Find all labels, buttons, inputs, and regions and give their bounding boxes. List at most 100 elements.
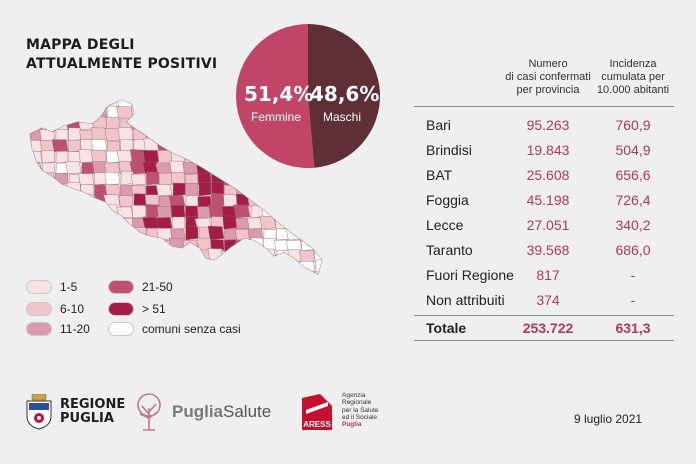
- municipality-cell: [38, 217, 56, 230]
- municipality-cell: [55, 173, 69, 186]
- municipality-cell: [233, 160, 251, 175]
- header-line: cumulata per: [601, 71, 665, 83]
- pie-slice-male: [308, 24, 380, 168]
- municipality-cell: [184, 100, 199, 109]
- municipality-cell: [51, 100, 69, 109]
- municipality-cell: [262, 261, 277, 274]
- municipality-cell: [68, 107, 82, 120]
- puglia-region-map: [22, 88, 340, 278]
- municipality-cell: [273, 171, 290, 186]
- municipality-cell: [119, 218, 134, 230]
- municipality-cell: [30, 127, 43, 142]
- municipality-cell: [168, 195, 186, 208]
- aress-line: per la Salute: [342, 406, 379, 414]
- municipality-cell: [246, 193, 264, 208]
- salute-word: Salute: [223, 402, 272, 421]
- municipality-cell: [233, 204, 251, 219]
- municipality-cell: [172, 182, 186, 197]
- municipality-cell: [55, 129, 69, 142]
- municipality-cell: [93, 272, 108, 274]
- municipality-cell: [172, 105, 186, 120]
- municipality-cell: [237, 129, 251, 142]
- municipality-cell: [66, 194, 82, 208]
- municipality-cell: [302, 140, 316, 153]
- municipality-cell: [315, 161, 322, 175]
- municipality-cell: [30, 173, 43, 186]
- municipality-cell: [222, 172, 238, 186]
- municipality-cell: [301, 150, 316, 164]
- municipality-cell: [209, 116, 225, 131]
- female-percentage: 51,4%: [244, 82, 314, 106]
- total-cases: 253.722: [522, 320, 574, 336]
- municipality-cell: [196, 149, 212, 164]
- header-line: 10.000 abitanti: [596, 84, 670, 96]
- municipality-cell: [94, 261, 108, 274]
- municipality-cell: [248, 104, 264, 120]
- municipality-cell: [198, 260, 212, 274]
- municipality-cell: [66, 251, 82, 263]
- legend-swatch: [108, 322, 134, 336]
- regione-puglia-text: REGIONE PUGLIA: [60, 398, 125, 426]
- municipality-cell: [247, 171, 264, 186]
- municipality-cell: [313, 100, 322, 109]
- municipality-cell: [299, 270, 316, 274]
- municipality-cell: [30, 272, 43, 274]
- municipality-cell: [105, 117, 121, 131]
- province-incidence: 656,6: [615, 167, 651, 183]
- municipality-cell: [235, 150, 251, 164]
- municipality-cell: [133, 193, 147, 208]
- municipality-cell: [313, 150, 322, 164]
- column-header-incidence: Incidenza cumulata per 10.000 abitanti: [592, 58, 674, 97]
- municipality-cell: [207, 100, 225, 109]
- municipality-cell: [209, 127, 225, 142]
- province-name: BAT: [426, 167, 453, 183]
- municipality-cell: [78, 173, 95, 186]
- municipality-cell: [220, 250, 238, 263]
- municipality-cell: [288, 270, 303, 274]
- municipality-cell: [185, 272, 199, 274]
- legend-label: 11-20: [60, 322, 90, 336]
- province-name: Non attribuiti: [426, 292, 505, 308]
- province-incidence: -: [630, 267, 636, 283]
- province-incidence: 726,4: [615, 192, 651, 208]
- municipality-cell: [259, 248, 277, 263]
- municipality-cell: [313, 226, 322, 241]
- municipality-cell: [246, 259, 264, 274]
- municipality-cell: [172, 100, 186, 109]
- municipality-cell: [210, 138, 225, 153]
- municipality-cell: [276, 205, 290, 219]
- municipality-cell: [260, 161, 277, 175]
- municipality-cell: [286, 171, 303, 186]
- municipality-cell: [286, 148, 303, 164]
- municipality-cell: [299, 250, 316, 263]
- municipality-cell: [156, 270, 173, 274]
- municipality-cell: [30, 151, 43, 164]
- province-cases: 374: [536, 292, 560, 308]
- municipality-cell: [77, 226, 95, 241]
- municipality-cell: [91, 100, 108, 109]
- municipality-cell: [65, 161, 82, 175]
- municipality-cell: [314, 206, 322, 219]
- municipality-cell: [259, 215, 277, 230]
- municipality-cell: [211, 105, 225, 120]
- province-name: Brindisi: [426, 142, 472, 158]
- table-row: Foggia 45.198 726,4: [414, 188, 674, 213]
- municipality-cell: [285, 183, 303, 197]
- municipality-cell: [40, 261, 56, 274]
- table-row: Lecce 27.051 340,2: [414, 213, 674, 238]
- municipality-cell: [272, 261, 290, 274]
- municipality-cell: [223, 139, 238, 153]
- municipality-cell: [315, 239, 322, 252]
- province-name: Bari: [426, 117, 451, 133]
- legend-label: > 51: [142, 302, 166, 316]
- municipality-cell: [198, 182, 212, 197]
- municipality-cell: [51, 249, 69, 263]
- tree-icon: [137, 393, 161, 431]
- municipality-cell: [237, 272, 251, 274]
- municipality-cell: [30, 239, 43, 252]
- province-incidence: 340,2: [615, 217, 651, 233]
- aress-logo: ARESS Agenzia Regionale per la Salute ed…: [300, 392, 379, 432]
- province-name: Fuori Regione: [426, 267, 514, 283]
- municipality-cell: [54, 118, 69, 131]
- municipality-cell: [30, 193, 43, 208]
